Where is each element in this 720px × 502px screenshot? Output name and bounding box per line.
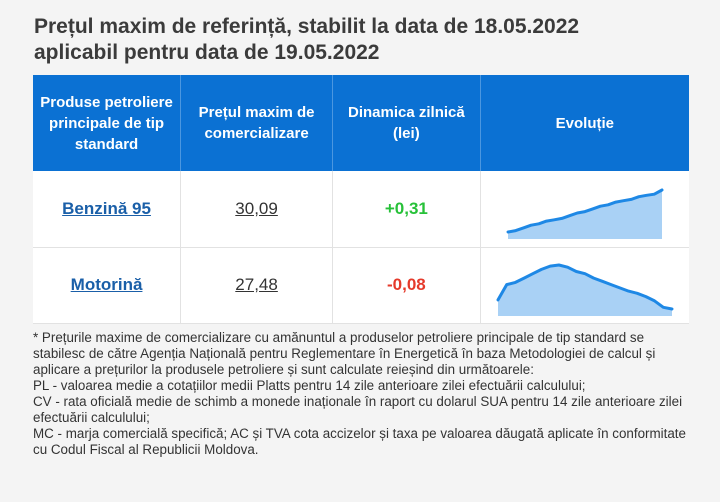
price-link-motorina[interactable]: 27,48 xyxy=(235,275,278,294)
product-link-benzina[interactable]: Benzină 95 xyxy=(62,198,151,218)
title-line-2: aplicabil pentru data de 19.05.2022 xyxy=(34,41,380,64)
header-price: Prețul maxim de comercializare xyxy=(180,75,334,171)
footnote-mc: MC - marja comercială specifică; AC și T… xyxy=(33,426,686,457)
footnote-pl: PL - valoarea medie a cotațiilor medii P… xyxy=(33,378,586,393)
header-trend: Evoluție xyxy=(480,75,689,171)
sparkline-area xyxy=(507,189,662,239)
cell-price: 27,48 xyxy=(180,247,334,324)
cell-change: -0,08 xyxy=(332,247,481,324)
title-line-1: Prețul maxim de referință, stabilit la d… xyxy=(34,15,580,38)
sparkline-line xyxy=(506,188,664,234)
cell-trend xyxy=(480,247,689,324)
sparkline-line xyxy=(496,263,674,311)
header-product: Produse petroliere principale de tip sta… xyxy=(33,75,182,171)
cell-product: Motorină xyxy=(33,247,182,324)
price-link-benzina[interactable]: 30,09 xyxy=(235,198,278,218)
cell-product: Benzină 95 xyxy=(33,171,182,248)
change-value-benzina: +0,31 xyxy=(384,198,428,218)
change-value-motorina: -0,08 xyxy=(386,275,426,294)
table-row-motorina: Motorină 27,48 -0,08 xyxy=(33,247,689,324)
cell-trend xyxy=(480,171,689,248)
page-title: Prețul maxim de referință, stabilit la d… xyxy=(34,14,694,66)
table-header-row: Produse petroliere principale de tip sta… xyxy=(33,75,689,171)
product-link-motorina[interactable]: Motorină xyxy=(70,275,143,294)
footnote-intro: * Prețurile maxime de comercializare cu … xyxy=(33,330,656,377)
fuel-price-table: Produse petroliere principale de tip sta… xyxy=(33,75,689,324)
footnotes: * Prețurile maxime de comercializare cu … xyxy=(33,330,693,458)
sparkline-benzina xyxy=(506,188,664,239)
footnote-cv: CV - rata oficială medie de schimb a mon… xyxy=(33,394,683,425)
sparkline-area xyxy=(497,265,672,316)
table-row-benzina: Benzină 95 30,09 +0,31 xyxy=(33,171,689,248)
cell-price: 30,09 xyxy=(180,171,334,248)
sparkline-motorina xyxy=(496,263,674,316)
header-change: Dinamica zilnică (lei) xyxy=(332,75,481,171)
cell-change: +0,31 xyxy=(332,171,481,248)
